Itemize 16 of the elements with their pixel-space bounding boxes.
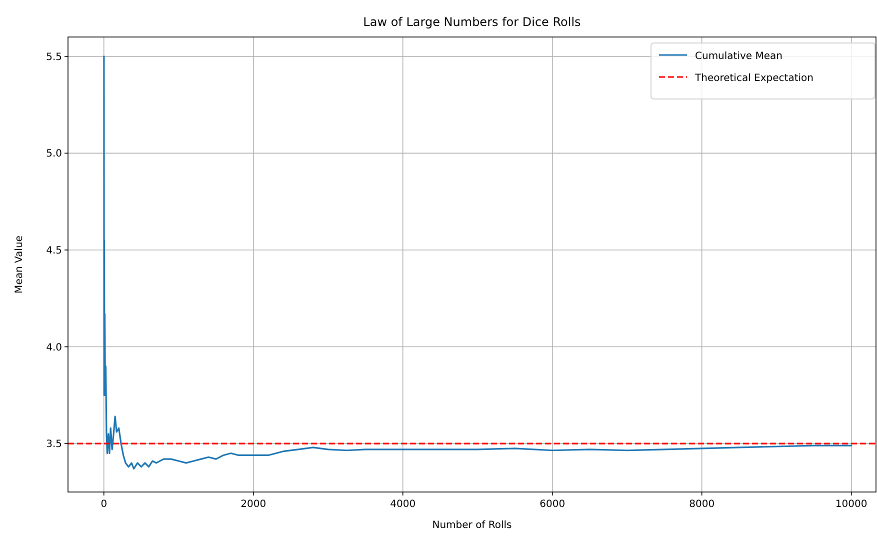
legend-label: Theoretical Expectation [694,73,814,84]
y-tick-label: 4.5 [46,245,62,256]
y-tick-label: 4.0 [46,342,62,354]
y-tick-label: 5.5 [46,52,62,63]
x-tick-label: 6000 [540,499,566,510]
x-axis-title: Number of Rolls [432,520,512,531]
x-tick-label: 10000 [835,499,868,510]
y-tick-label: 3.5 [46,439,62,450]
x-tick-label: 0 [100,499,108,510]
chart-title: Law of Large Numbers for Dice Rolls [363,15,581,29]
x-tick-label: 4000 [390,499,416,510]
x-tick-label: 8000 [689,499,715,510]
y-tick-label: 5.0 [46,148,62,160]
legend-label: Cumulative Mean [695,51,782,62]
x-tick-label: 2000 [240,499,266,510]
y-axis-title: Mean Value [14,236,25,294]
